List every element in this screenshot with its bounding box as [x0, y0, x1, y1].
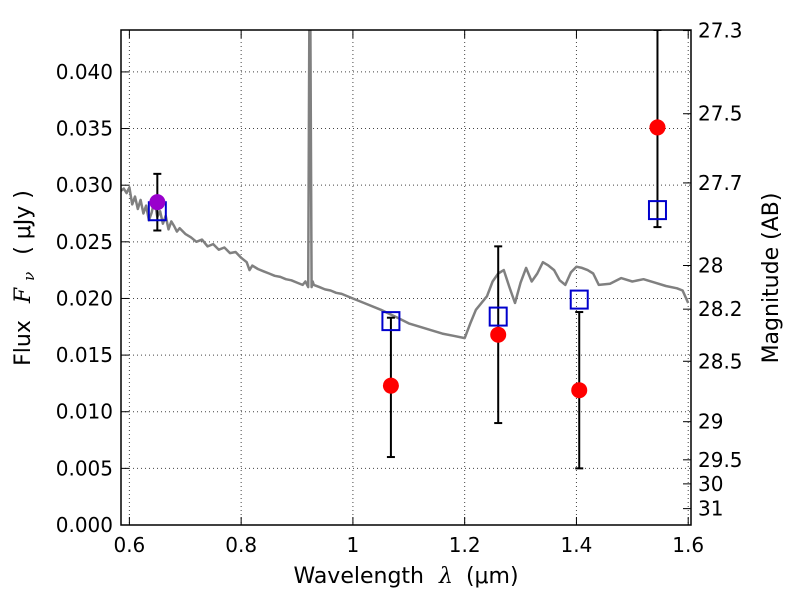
y-axis-title: Flux F ν ( μJy ) — [11, 190, 40, 366]
y-axis-title-subscript: ν — [20, 272, 38, 281]
right-tick-label: 30 — [698, 472, 723, 496]
data-points-layer — [147, 30, 667, 470]
observed-flux-point — [571, 382, 588, 399]
y-tick-label: 0.025 — [56, 230, 113, 254]
grid-lines — [121, 30, 691, 526]
y-tick-label: 0.020 — [56, 286, 113, 310]
x-tick-label: 1.4 — [561, 533, 593, 557]
y-axis-title-symbol: F — [11, 287, 36, 304]
plot-frame — [120, 29, 692, 526]
model-spectrum-line — [121, 30, 690, 340]
observed-flux-point — [382, 377, 399, 394]
right-axis-title: Magnitude (AB) — [759, 193, 784, 364]
right-tick-label: 28.2 — [698, 297, 743, 321]
y-axis-ticks: 0.000 0.005 0.010 0.015 0.020 0.025 0.030 0.035… — [56, 60, 129, 537]
right-tick-label: 29 — [698, 410, 723, 434]
model-photometry-square — [381, 311, 401, 332]
x-tick-label: 1 — [347, 533, 360, 557]
y-axis-title-units: ( μJy ) — [11, 190, 36, 255]
right-tick-label: 28 — [698, 254, 723, 278]
y-tick-label: 0.015 — [56, 343, 113, 367]
y-tick-label: 0.010 — [56, 400, 113, 424]
y-tick-label: 0.030 — [56, 173, 113, 197]
model-photometry-square — [569, 289, 589, 310]
right-tick-label: 29.5 — [698, 448, 743, 472]
x-tick-label: 1.6 — [672, 533, 704, 557]
model-photometry-square — [647, 200, 667, 221]
x-axis-title-prefix: Wavelength — [293, 564, 424, 589]
model-spectrum-layer — [121, 30, 690, 340]
y-tick-label: 0.000 — [56, 513, 113, 537]
right-tick-label: 27.7 — [698, 171, 743, 195]
x-tick-label: 0.6 — [113, 533, 145, 557]
right-tick-label: 27.3 — [698, 19, 743, 43]
y-tick-label: 0.040 — [56, 60, 113, 84]
optical-flux-point — [149, 194, 166, 211]
x-axis-title-units: (μm) — [466, 564, 519, 589]
right-tick-label: 28.5 — [698, 349, 743, 373]
observed-flux-point — [490, 326, 507, 343]
model-photometry-square — [488, 306, 508, 327]
y-axis-title-prefix: Flux — [11, 320, 36, 366]
right-tick-label: 27.5 — [698, 102, 743, 126]
right-tick-label: 31 — [698, 497, 723, 521]
x-axis-title: Wavelength λ (μm) — [293, 564, 518, 589]
y-tick-label: 0.035 — [56, 117, 113, 141]
y-tick-label: 0.005 — [56, 456, 113, 480]
x-tick-label: 1.2 — [449, 533, 481, 557]
observed-flux-point — [649, 119, 666, 136]
x-tick-label: 0.8 — [225, 533, 257, 557]
x-axis-title-symbol: λ — [438, 564, 453, 589]
x-axis-ticks: 0.6 0.8 1 1.2 1.4 1.6 — [113, 30, 704, 557]
